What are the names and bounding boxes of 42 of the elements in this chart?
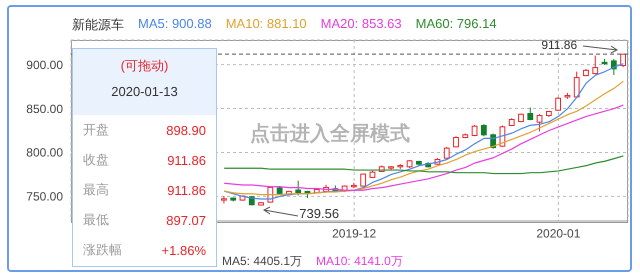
candlestick	[574, 71, 580, 98]
line-series	[224, 155, 624, 174]
y-tick-label: 900.00	[26, 58, 64, 72]
text: MA20: 853.63	[320, 16, 402, 33]
text: MA5: 4405.1万	[222, 254, 302, 268]
candlestick	[444, 146, 450, 160]
candlestick	[295, 180, 302, 196]
x-tick-label: 2020-01	[536, 226, 581, 241]
candlestick	[555, 96, 562, 112]
text: 涨跌幅	[83, 242, 122, 257]
chart-title: 新能源车	[72, 16, 124, 34]
candlestick	[527, 107, 534, 121]
annotation: 最低	[83, 211, 109, 229]
annotation: 911.86	[167, 152, 206, 168]
text: MA5: 900.88	[138, 16, 212, 33]
annotation: 开盘	[83, 121, 109, 139]
candlestick	[480, 124, 487, 137]
y-tick-label: 850.00	[26, 102, 64, 116]
text: MA60: 796.14	[416, 16, 497, 33]
annotation: (可拖动)	[120, 57, 170, 75]
annotation: 911.86	[167, 182, 206, 198]
info-panel-header: (可拖动) 2020-01-13	[73, 49, 216, 115]
text: MA10: 4141.0万	[316, 254, 403, 268]
y-tick-label: 800.00	[26, 146, 64, 160]
y-tick-label: 750.00	[26, 190, 64, 204]
x-tick-label: 2019-12	[332, 226, 376, 241]
annotation: 收盘	[83, 151, 109, 169]
line-series	[224, 80, 624, 196]
candlestick	[620, 54, 626, 68]
text: MA10: 881.10	[226, 16, 307, 33]
annotation: 2020-01-13	[110, 84, 179, 99]
candlestick	[592, 55, 598, 75]
annotation: 739.56	[299, 206, 340, 221]
text: +1.86%	[162, 242, 206, 258]
candlestick	[536, 114, 542, 132]
annotation: 最高	[83, 181, 109, 199]
candlestick	[453, 136, 459, 148]
annotation: 点击进入全屏模式	[250, 122, 410, 147]
annotation: 898.90	[166, 122, 206, 138]
annotation: 911.86	[541, 38, 578, 52]
line-series	[224, 104, 624, 191]
annotation: 897.07	[166, 212, 206, 228]
